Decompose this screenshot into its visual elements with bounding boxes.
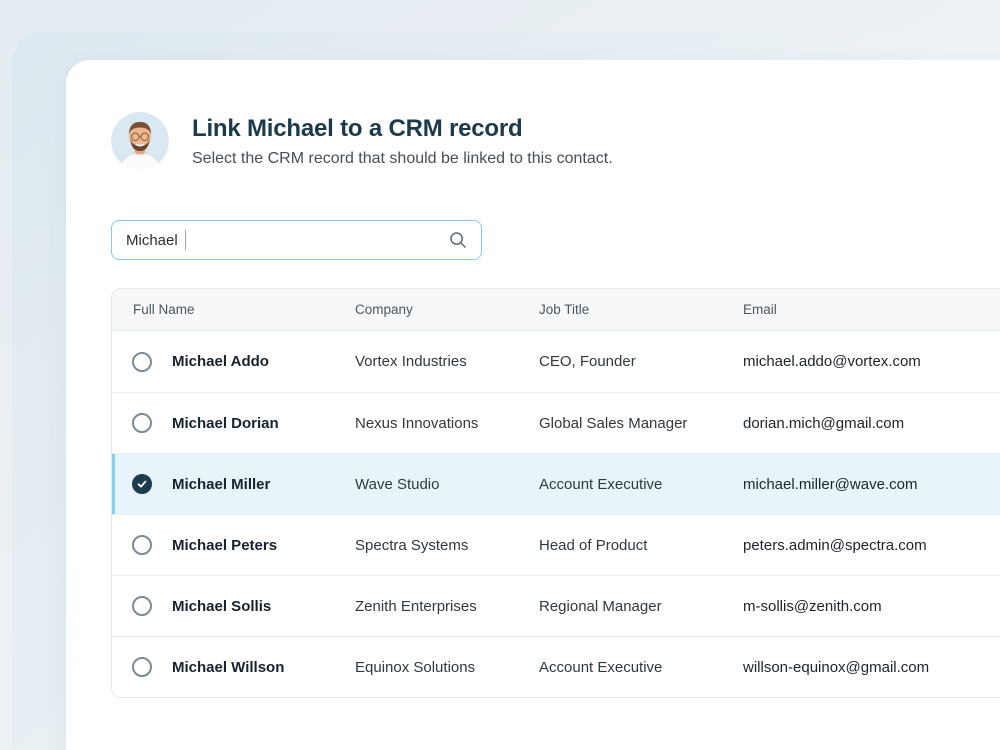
- page-subtitle: Select the CRM record that should be lin…: [192, 149, 613, 167]
- cell-job-title: Regional Manager: [539, 597, 662, 615]
- cell-company: Spectra Systems: [355, 536, 469, 554]
- link-crm-dialog: Link Michael to a CRM record Select the …: [66, 60, 1000, 750]
- table-header-row: Full Name Company Job Title Email: [112, 289, 1000, 331]
- cell-full-name: Michael Willson: [172, 658, 285, 676]
- avatar: [111, 112, 169, 170]
- dialog-header: Link Michael to a CRM record Select the …: [111, 112, 1000, 170]
- radio-button[interactable]: [132, 657, 152, 677]
- cell-email: willson-equinox@gmail.com: [743, 658, 930, 676]
- cell-email: m-sollis@zenith.com: [743, 597, 882, 615]
- cell-job-title: CEO, Founder: [539, 353, 636, 370]
- cell-job-title: Account Executive: [539, 658, 663, 676]
- column-header-company: Company: [355, 302, 413, 317]
- table-row[interactable]: Michael Miller Wave Studio Account Execu…: [112, 453, 1000, 514]
- radio-button[interactable]: [132, 596, 152, 616]
- cell-full-name: Michael Miller: [172, 475, 271, 493]
- cell-full-name: Michael Addo: [172, 353, 269, 370]
- cell-job-title: Global Sales Manager: [539, 414, 688, 432]
- cell-company: Vortex Industries: [355, 353, 467, 370]
- cell-company: Nexus Innovations: [355, 414, 479, 432]
- title-block: Link Michael to a CRM record Select the …: [192, 115, 613, 168]
- page-title: Link Michael to a CRM record: [192, 114, 523, 142]
- cell-job-title: Head of Product: [539, 536, 648, 554]
- cell-company: Equinox Solutions: [355, 658, 476, 676]
- radio-button[interactable]: [132, 351, 152, 372]
- cell-full-name: Michael Sollis: [172, 597, 272, 615]
- radio-button[interactable]: [132, 413, 152, 433]
- cell-job-title: Account Executive: [539, 475, 663, 493]
- search-icon: [450, 232, 466, 248]
- column-header-job-title: Job Title: [539, 302, 590, 317]
- table-body: Michael Addo Vortex Industries CEO, Foun…: [112, 331, 1000, 697]
- person-portrait-icon: [111, 112, 169, 170]
- radio-button[interactable]: [132, 474, 152, 494]
- cell-company: Wave Studio: [355, 475, 440, 493]
- table-row[interactable]: Michael Dorian Nexus Innovations Global …: [112, 392, 1000, 453]
- radio-button[interactable]: [132, 535, 152, 555]
- table-row[interactable]: Michael Addo Vortex Industries CEO, Foun…: [112, 331, 1000, 392]
- column-header-email: Email: [743, 302, 777, 317]
- check-icon: [137, 480, 147, 488]
- cell-company: Zenith Enterprises: [355, 597, 477, 615]
- crm-records-table: Full Name Company Job Title Email Michae…: [111, 288, 1000, 698]
- search-input-value: Michael: [126, 231, 178, 249]
- search-input[interactable]: Michael: [111, 220, 482, 260]
- table-row[interactable]: Michael Peters Spectra Systems Head of P…: [112, 514, 1000, 575]
- table-row[interactable]: Michael Sollis Zenith Enterprises Region…: [112, 575, 1000, 636]
- cell-full-name: Michael Peters: [172, 536, 278, 554]
- cell-full-name: Michael Dorian: [172, 414, 279, 432]
- column-header-full-name: Full Name: [133, 302, 195, 317]
- cell-email: dorian.mich@gmail.com: [743, 414, 905, 432]
- table-row[interactable]: Michael Willson Equinox Solutions Accoun…: [112, 636, 1000, 697]
- text-cursor: [184, 230, 187, 250]
- cell-email: michael.addo@vortex.com: [743, 353, 921, 370]
- cell-email: michael.miller@wave.com: [743, 475, 918, 493]
- cell-email: peters.admin@spectra.com: [743, 536, 927, 554]
